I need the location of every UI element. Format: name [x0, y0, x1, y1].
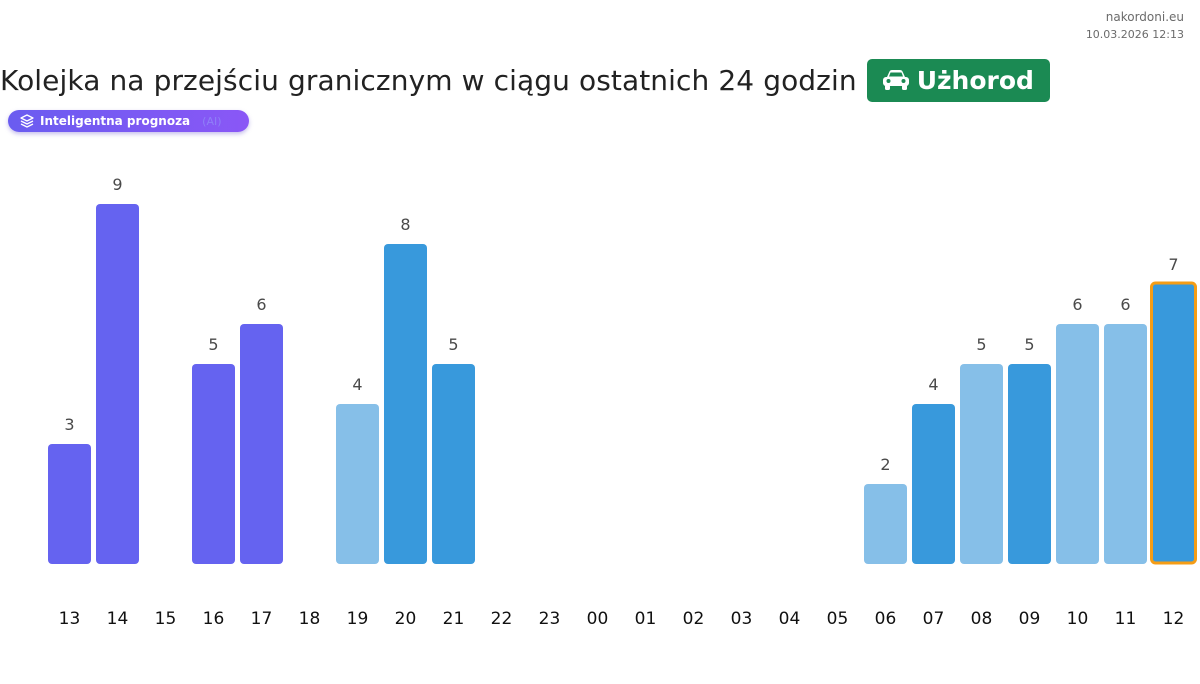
bar[interactable]	[1056, 324, 1099, 564]
x-tick-label: 21	[443, 609, 465, 629]
bar[interactable]	[384, 244, 427, 564]
bar-value-label: 4	[352, 375, 362, 394]
bar[interactable]	[192, 364, 235, 564]
bar[interactable]	[1104, 324, 1147, 564]
x-tick-label: 01	[635, 609, 657, 629]
x-tick-label: 04	[779, 609, 801, 629]
bar-value-label: 5	[976, 335, 986, 354]
x-tick-label: 16	[203, 609, 225, 629]
x-tick-label: 17	[251, 609, 273, 629]
forecast-pill-tag: (AI)	[202, 114, 222, 128]
car-icon	[882, 70, 909, 90]
forecast-pill-label: Inteligentna prognoza	[40, 114, 191, 128]
source-datetime: 10.03.2026 12:13	[1085, 28, 1184, 41]
x-tick-label: 12	[1163, 609, 1185, 629]
x-tick-label: 18	[299, 609, 321, 629]
bar-value-label: 7	[1168, 255, 1178, 274]
location-name: Użhorod	[916, 65, 1034, 95]
bar[interactable]	[864, 484, 907, 564]
bar-value-label: 6	[1072, 295, 1082, 314]
bar-value-label: 6	[1120, 295, 1130, 314]
x-tick-label: 19	[347, 609, 369, 629]
bar[interactable]	[1008, 364, 1051, 564]
x-tick-label: 20	[395, 609, 417, 629]
page-title: Kolejka na przejściu granicznym w ciągu …	[0, 63, 857, 97]
bar-value-label: 5	[208, 335, 218, 354]
current-hour-bar[interactable]	[1150, 281, 1197, 565]
bar[interactable]	[48, 444, 91, 564]
x-tick-label: 07	[923, 609, 945, 629]
bar-value-label: 5	[1024, 335, 1034, 354]
x-tick-label: 05	[827, 609, 849, 629]
bar[interactable]	[432, 364, 475, 564]
x-tick-label: 14	[107, 609, 129, 629]
x-tick-label: 23	[539, 609, 561, 629]
bar-value-label: 3	[64, 415, 74, 434]
bar-value-label: 4	[928, 375, 938, 394]
bar[interactable]	[336, 404, 379, 564]
source-info: nakordoni.eu 10.03.2026 12:13	[1086, 9, 1184, 43]
source-site: nakordoni.eu	[1105, 10, 1184, 24]
header: Kolejka na przejściu granicznym w ciągu …	[0, 58, 1050, 102]
location-badge[interactable]: Użhorod	[866, 58, 1050, 102]
x-tick-label: 09	[1019, 609, 1041, 629]
bar-value-label: 6	[256, 295, 266, 314]
x-tick-label: 06	[875, 609, 897, 629]
x-tick-label: 02	[683, 609, 705, 629]
bar-value-label: 5	[448, 335, 458, 354]
bar-value-label: 8	[400, 215, 410, 234]
x-tick-label: 11	[1115, 609, 1137, 629]
bar[interactable]	[912, 404, 955, 564]
bar[interactable]	[960, 364, 1003, 564]
x-tick-label: 10	[1067, 609, 1089, 629]
bar-value-label: 2	[880, 455, 890, 474]
bar-value-label: 9	[112, 175, 122, 194]
x-tick-label: 00	[587, 609, 609, 629]
bar[interactable]	[96, 204, 139, 564]
forecast-pill[interactable]: Inteligentna prognoza (AI)	[8, 110, 249, 132]
x-tick-label: 08	[971, 609, 993, 629]
layers-icon	[20, 114, 34, 128]
bar[interactable]	[240, 324, 283, 564]
x-tick-label: 15	[155, 609, 177, 629]
x-tick-label: 03	[731, 609, 753, 629]
x-tick-label: 13	[59, 609, 81, 629]
x-tick-label: 22	[491, 609, 513, 629]
